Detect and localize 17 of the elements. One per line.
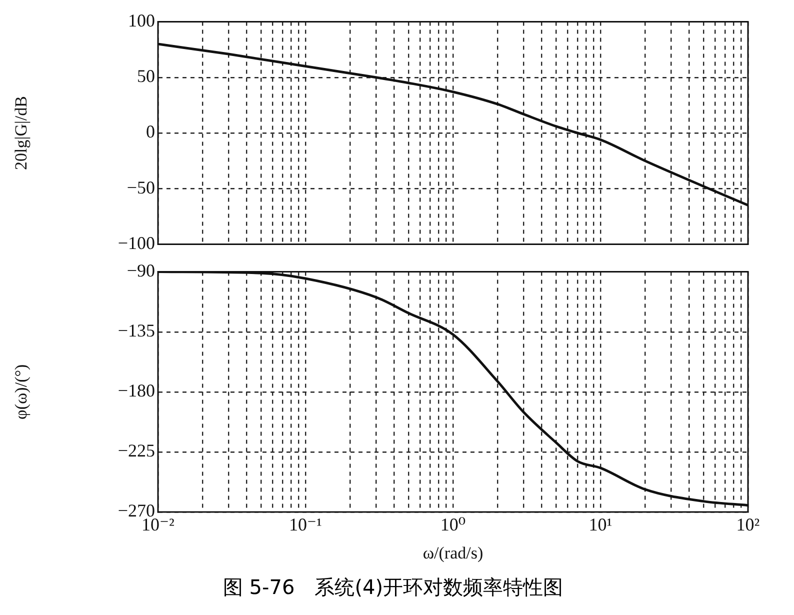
y-tick-label: 100 (128, 10, 155, 31)
x-axis-title: ω/(rad/s) (422, 543, 484, 562)
x-tick-label: 10¹ (588, 514, 612, 535)
y-tick-label: −90 (126, 260, 155, 281)
y-tick-label: −50 (126, 177, 155, 198)
x-tick-label: 10⁻¹ (289, 514, 322, 535)
y-tick-label: −100 (118, 232, 155, 253)
y-axis-title: φ(ω)/(°) (12, 364, 31, 420)
y-tick-label: −225 (118, 440, 155, 461)
y-tick-label: −135 (118, 320, 155, 341)
y-tick-label: 0 (146, 122, 155, 142)
x-tick-label: 10² (736, 514, 760, 535)
caption: 图 5-76 系统(4)开环对数频率特性图 (222, 574, 564, 601)
y-axis-title: 20lg|G|/dB (12, 96, 31, 170)
y-tick-label: 50 (137, 66, 155, 86)
y-tick-label: −180 (118, 380, 155, 401)
x-tick-label: 10⁰ (440, 514, 466, 535)
